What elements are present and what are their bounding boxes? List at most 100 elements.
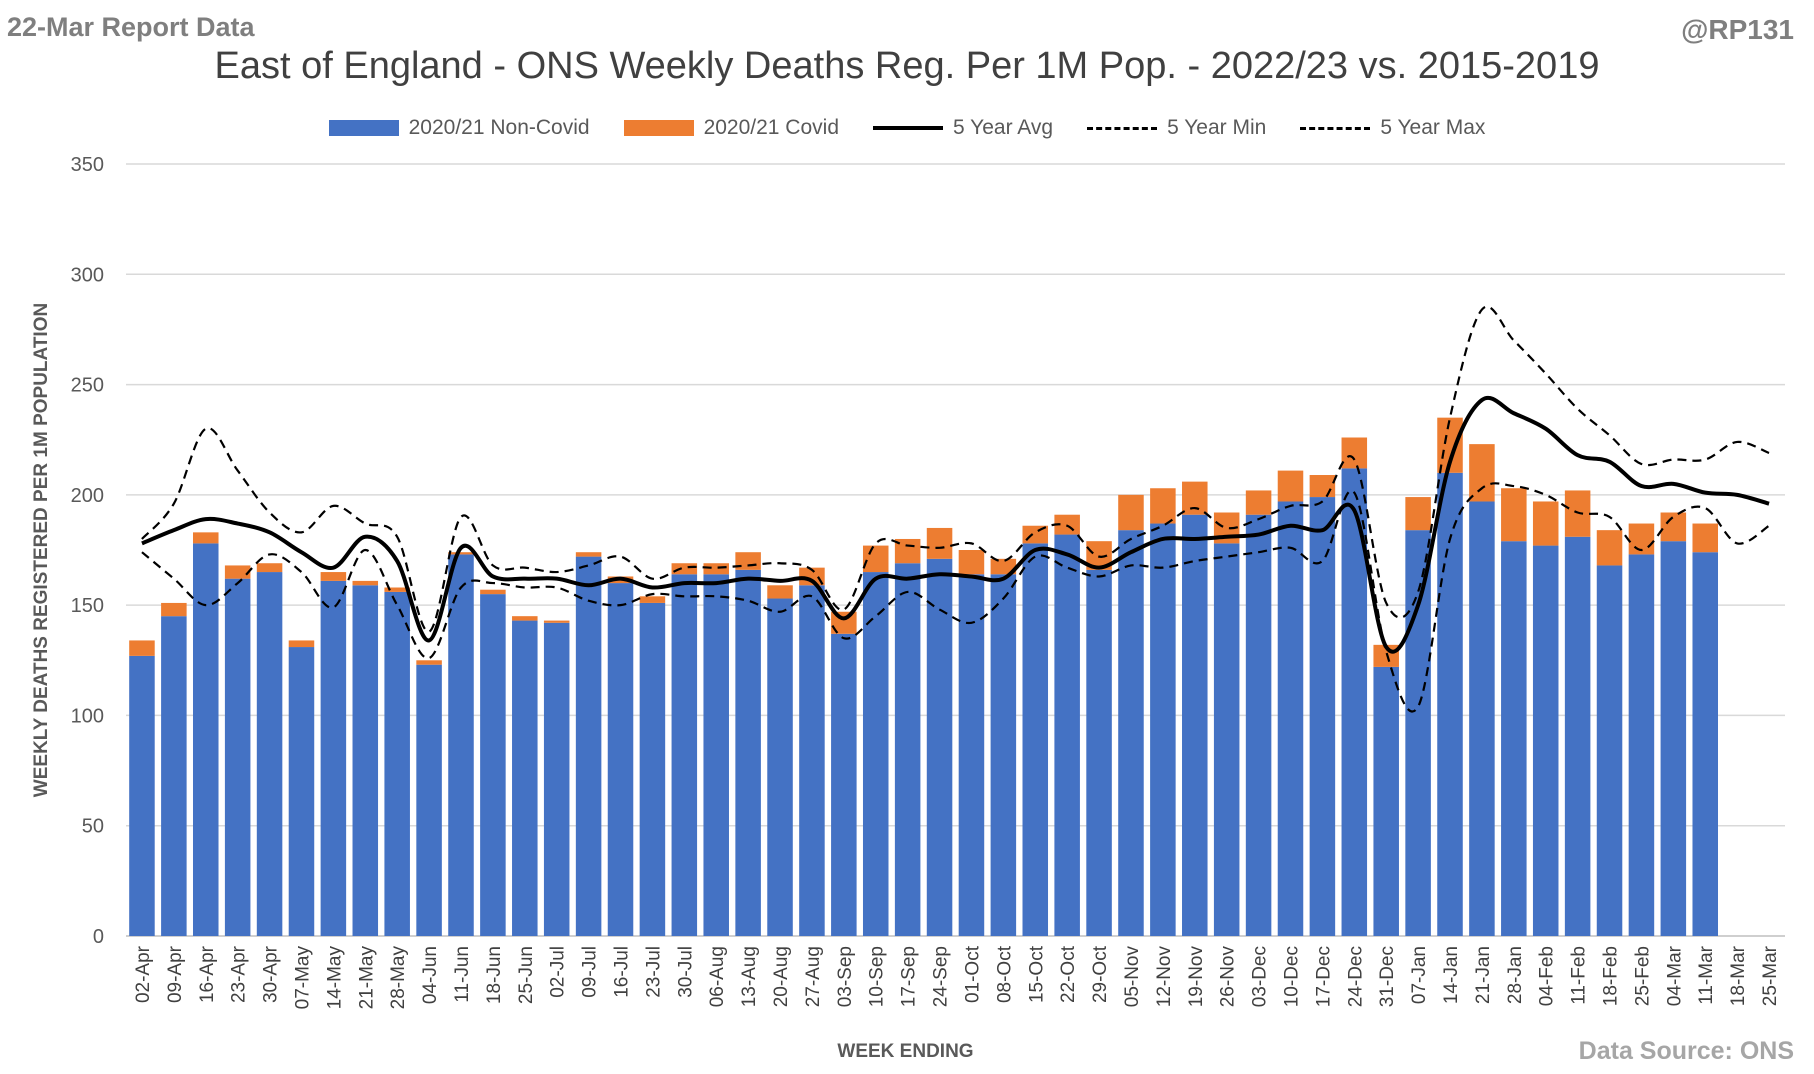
x-tick-label: 26-Nov (1218, 946, 1239, 1008)
y-tick-label: 150 (71, 595, 104, 617)
bar-covid (1596, 530, 1623, 566)
bar-covid (862, 545, 889, 573)
legend-item-avg: 5 Year Avg (873, 116, 1053, 140)
legend-swatch-min (1087, 126, 1158, 130)
bar-non-covid (129, 655, 155, 936)
x-tick-label: 07-Jan (1409, 946, 1430, 1004)
bar-non-covid (1660, 541, 1687, 936)
bar-non-covid (1373, 666, 1399, 936)
bar-non-covid (416, 664, 442, 936)
bar-covid (1501, 488, 1527, 542)
bar-non-covid (1405, 530, 1431, 936)
bar-non-covid (224, 578, 251, 936)
legend-label-max: 5 Year Max (1380, 116, 1486, 139)
bar-covid (161, 602, 187, 617)
bar-non-covid (1564, 536, 1591, 936)
bar-non-covid (894, 563, 921, 936)
y-tick-label: 350 (71, 154, 104, 176)
bar-non-covid (990, 574, 1017, 936)
legend-label-covid: 2020/21 Covid (703, 116, 839, 139)
bar-non-covid (1469, 501, 1495, 936)
bar-covid (1532, 501, 1559, 546)
line-5-year-avg (141, 395, 1770, 654)
x-tick-label: 03-Dec (1250, 946, 1271, 1007)
bar-covid (1150, 488, 1176, 524)
x-tick-label: 29-Oct (1090, 945, 1111, 1003)
y-tick-label: 100 (71, 705, 104, 727)
x-tick-label: 09-Jul (580, 946, 601, 998)
x-tick-label: 18-Jun (484, 946, 505, 1004)
bar-covid (256, 563, 283, 573)
bar-non-covid (671, 574, 698, 936)
line-5-year-max (141, 305, 1770, 633)
bar-covid (352, 580, 379, 586)
bar-non-covid (480, 594, 506, 936)
bar-non-covid (926, 558, 953, 936)
legend-swatch-non-covid (328, 120, 399, 136)
line-5-year-min (141, 482, 1770, 713)
legend-item-covid: 2020/21 Covid (623, 116, 839, 140)
bar-covid (1245, 490, 1272, 515)
bar-covid (1405, 497, 1431, 531)
x-tick-label: 11-Mar (1696, 945, 1717, 1004)
bar-non-covid (1437, 472, 1463, 936)
bar-covid (1341, 437, 1368, 469)
bar-non-covid (1022, 543, 1049, 936)
x-tick-label: 30-Apr (261, 945, 282, 1003)
x-tick-label: 25-Mar (1760, 945, 1781, 1006)
x-tick-label: 16-Apr (197, 945, 218, 1003)
bar-covid (1469, 444, 1495, 502)
bar-covid (639, 596, 666, 603)
bar-non-covid (1277, 501, 1304, 936)
bar-non-covid (384, 591, 410, 936)
bar-non-covid (1309, 497, 1336, 936)
legend-swatch-avg (873, 126, 943, 130)
x-tick-label: 01-Oct (962, 945, 983, 1003)
bar-covid (926, 527, 953, 559)
bar-non-covid (831, 633, 857, 936)
bar-covid (1309, 475, 1336, 498)
legend-swatch-max (1300, 126, 1371, 130)
x-tick-label: 16-Jul (612, 946, 633, 998)
bar-non-covid (1628, 554, 1655, 936)
bar-non-covid (958, 574, 985, 936)
bar-covid (990, 558, 1017, 575)
bar-covid (288, 640, 315, 648)
bar-non-covid (448, 554, 474, 936)
bar-non-covid (607, 583, 634, 936)
x-tick-label: 21-Jan (1473, 946, 1494, 1004)
bar-covid (1118, 494, 1144, 531)
bar-covid (320, 572, 347, 581)
x-tick-label: 18-Mar (1728, 945, 1749, 1006)
bar-non-covid (1118, 530, 1144, 936)
bar-non-covid (1501, 541, 1527, 936)
x-tick-label: 24-Dec (1345, 946, 1366, 1007)
bar-non-covid (703, 574, 729, 936)
y-tick-label: 0 (93, 926, 104, 948)
bar-covid (129, 640, 155, 656)
bar-non-covid (288, 647, 315, 936)
bar-non-covid (1596, 565, 1623, 936)
bar-covid (1277, 470, 1304, 502)
legend-item-min: 5 Year Min (1087, 116, 1266, 140)
x-tick-label: 27-Aug (803, 946, 824, 1007)
bar-non-covid (1692, 552, 1719, 936)
x-tick-label: 09-Apr (165, 945, 186, 1003)
bar-non-covid (575, 556, 602, 936)
legend-label-avg: 5 Year Avg (953, 116, 1054, 139)
bar-non-covid (1245, 514, 1272, 936)
x-tick-label: 11-Feb (1569, 946, 1590, 1005)
bar-covid (224, 565, 251, 579)
x-tick-label: 02-Jul (548, 946, 569, 998)
x-tick-label: 17-Dec (1313, 946, 1334, 1007)
x-tick-label: 08-Oct (994, 945, 1015, 1003)
bar-non-covid (1532, 545, 1559, 936)
x-tick-label: 10-Dec (1281, 946, 1302, 1007)
author-handle: @RP131 (1681, 14, 1794, 45)
y-tick-label: 250 (71, 375, 104, 397)
bar-covid (767, 585, 793, 599)
x-tick-label: 13-Aug (739, 946, 760, 1007)
bar-non-covid (1213, 543, 1240, 936)
x-axis-title: WEEK ENDING (837, 1041, 973, 1062)
